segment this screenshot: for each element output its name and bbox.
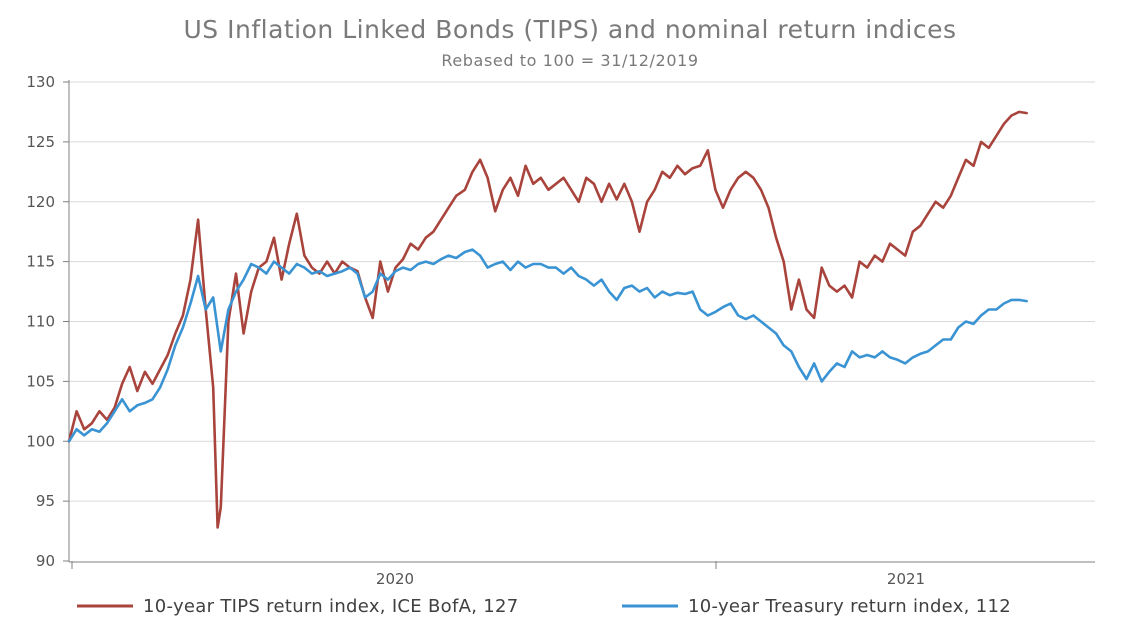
chart-title: US Inflation Linked Bonds (TIPS) and nom…	[183, 15, 956, 44]
series-lines	[67, 110, 1028, 529]
y-tick-label: 115	[26, 253, 55, 271]
y-tick-label: 130	[26, 73, 55, 91]
series-line-tips	[67, 110, 1028, 529]
y-tick-label: 110	[26, 313, 55, 331]
y-tick-label: 125	[26, 133, 55, 151]
gridlines	[69, 81, 1095, 502]
x-axis-ticks: 2020 2021	[71, 561, 925, 588]
y-tick-label: 120	[26, 193, 55, 211]
legend: 10-year TIPS return index, ICE BofA, 127…	[77, 596, 1011, 617]
legend-label: 10-year Treasury return index, 112	[688, 596, 1011, 617]
legend-label: 10-year TIPS return index, ICE BofA, 127	[143, 596, 519, 617]
y-tick-label: 100	[26, 432, 55, 450]
y-axis-ticks: 90 95 100 105 110 115 120 125 130	[26, 73, 69, 570]
x-tick-label: 2020	[376, 570, 414, 588]
y-tick-label: 105	[26, 372, 55, 390]
x-tick-label: 2021	[887, 570, 925, 588]
y-tick-label: 90	[36, 552, 55, 570]
chart-subtitle: Rebased to 100 = 31/12/2019	[441, 51, 698, 70]
series-line-treasury	[67, 248, 1028, 443]
y-tick-label: 95	[36, 492, 55, 510]
